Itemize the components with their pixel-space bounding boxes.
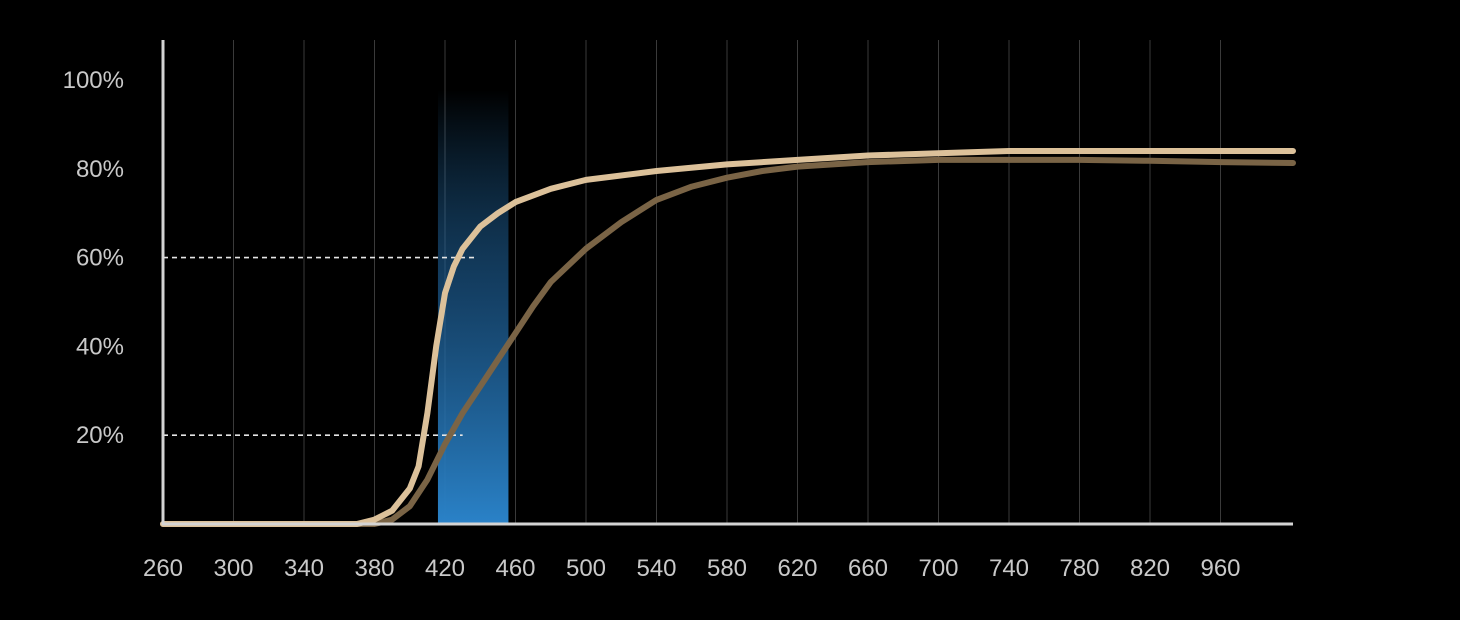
x-tick-label: 960 xyxy=(1200,555,1240,582)
x-tick-label: 460 xyxy=(495,555,535,582)
x-tick-label: 260 xyxy=(143,555,183,582)
x-tick-label: 500 xyxy=(566,555,606,582)
x-tick-label: 340 xyxy=(284,555,324,582)
y-tick-label: 40% xyxy=(76,333,124,360)
series-line-2 xyxy=(160,156,1296,527)
x-tick-label: 820 xyxy=(1130,555,1170,582)
x-tick-label: 580 xyxy=(707,555,747,582)
y-axis-tick-labels: 20% 40% 60% 80% 100% xyxy=(63,67,124,449)
highlight-band xyxy=(437,90,509,524)
x-axis-tick-labels: 260 300 340 380 420 460 500 540 580 620 660 700 740 7… xyxy=(143,555,1241,582)
gridlines xyxy=(233,40,1221,524)
x-tick-label: 420 xyxy=(425,555,465,582)
x-tick-label: 300 xyxy=(213,555,253,582)
x-tick-label: 660 xyxy=(848,555,888,582)
y-tick-label: 100% xyxy=(63,67,124,94)
x-tick-label: 380 xyxy=(354,555,394,582)
reference-lines xyxy=(163,256,477,437)
y-tick-label: 80% xyxy=(76,156,124,183)
axes xyxy=(161,40,1293,526)
y-tick-label: 20% xyxy=(76,422,124,449)
x-tick-label: 540 xyxy=(636,555,676,582)
x-tick-label: 620 xyxy=(777,555,817,582)
x-tick-label: 780 xyxy=(1059,555,1099,582)
x-tick-label: 740 xyxy=(989,555,1029,582)
y-tick-label: 60% xyxy=(76,245,124,272)
series-line-1 xyxy=(160,148,1296,527)
series-lines xyxy=(160,148,1296,527)
x-tick-label: 700 xyxy=(918,555,958,582)
highlight-band-layer xyxy=(437,90,509,524)
